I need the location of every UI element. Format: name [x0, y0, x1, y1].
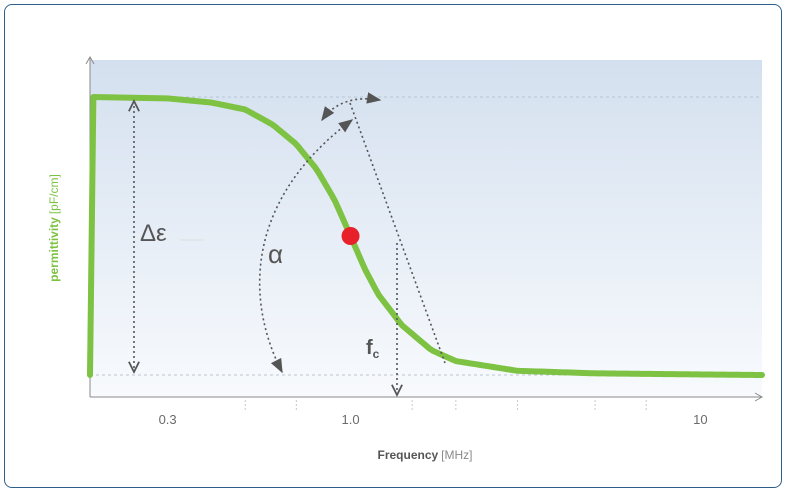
permittivity-curve: [87, 94, 765, 378]
plot-background: [90, 60, 762, 397]
x-axis-arrow-icon: [754, 392, 764, 402]
minor-ticks: [244, 400, 647, 412]
x-axis-label-bold: Frequency: [377, 448, 438, 462]
cutoff-frequency-marker: [341, 227, 360, 245]
alpha-arc-arrow: [258, 119, 354, 374]
y-axis-label-bold: permittivity: [47, 217, 61, 282]
fc-main: f: [366, 337, 373, 359]
y-axis-arrow-icon: [85, 55, 95, 65]
x-tick-label: 1.0: [342, 412, 360, 427]
alpha-label: α: [268, 239, 283, 269]
delta-epsilon-label: Δε: [140, 220, 167, 247]
fc-label: fc: [366, 337, 380, 361]
x-axis-label: Frequency [MHz]: [377, 448, 472, 462]
x-tick-label: 10: [693, 412, 707, 427]
y-axis-label-unit: [pF/cm]: [47, 174, 61, 214]
x-tick-labels: 0.3 1.0 10: [159, 412, 708, 427]
angle-small-arc-arrow: [321, 92, 382, 122]
x-axis-label-unit: [MHz]: [441, 448, 472, 462]
y-axis-label: permittivity [pF/cm]: [47, 174, 61, 282]
fc-subscript: c: [373, 347, 380, 361]
tangent-line: [349, 102, 446, 364]
x-tick-label: 0.3: [159, 412, 177, 427]
